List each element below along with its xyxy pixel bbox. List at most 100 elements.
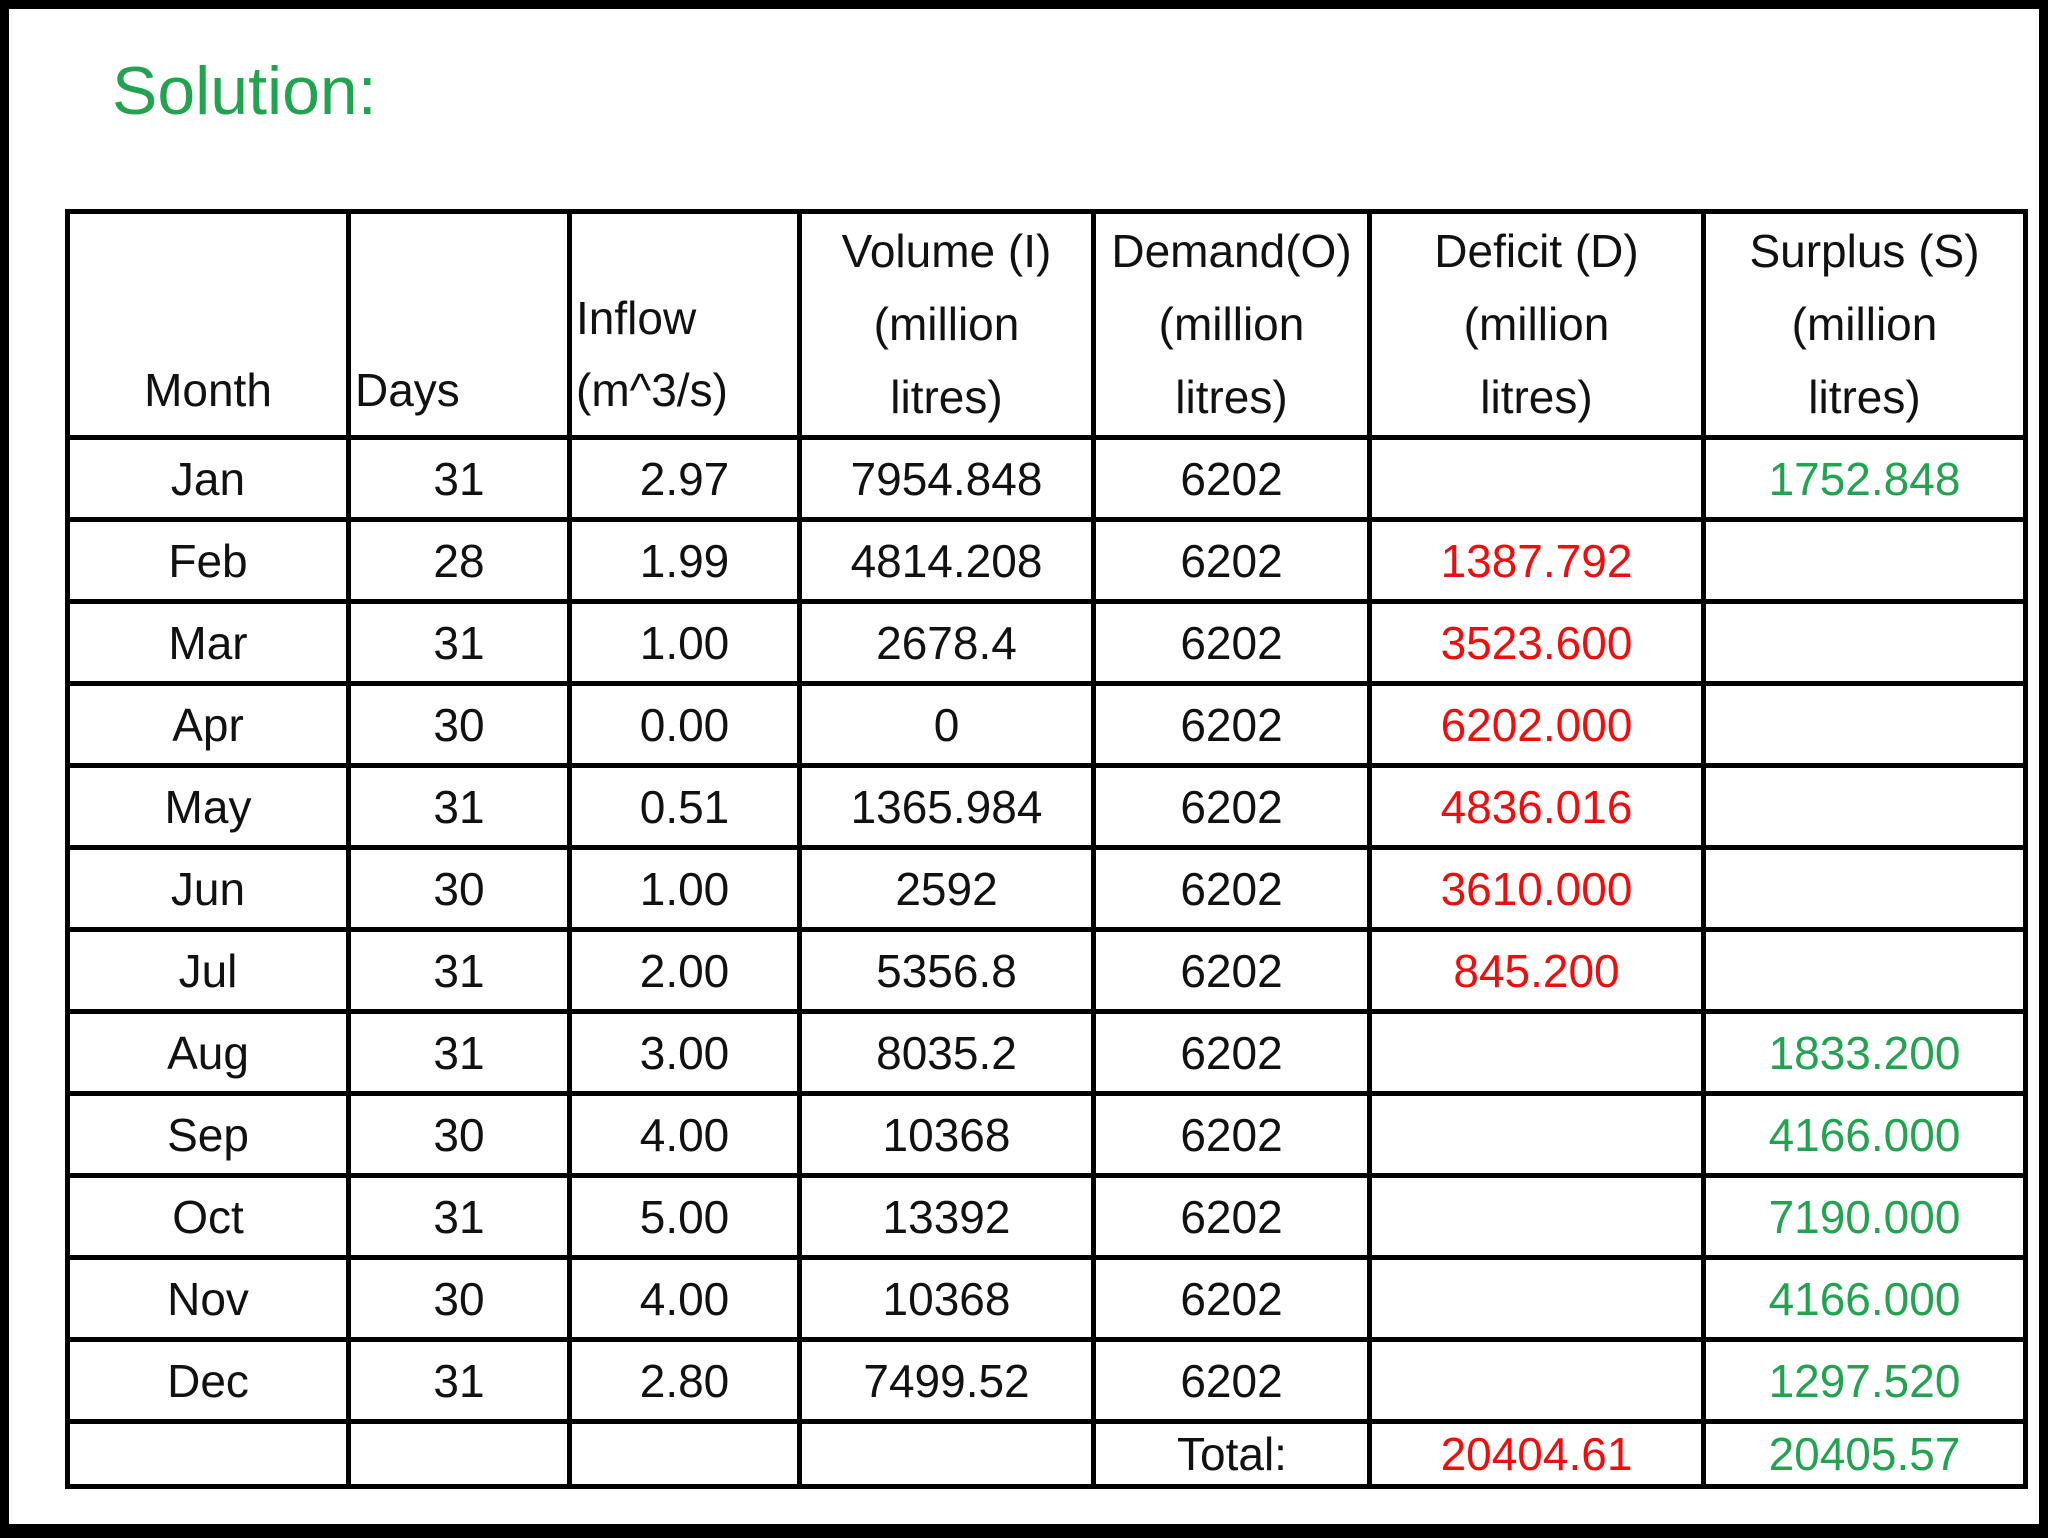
col-header-demand: Demand(O) (million litres) [1091,209,1372,440]
cell-demand: 6202 [1091,927,1372,1014]
cell-demand: 6202 [1091,1255,1372,1342]
cell-days: 31 [346,927,572,1014]
table-row: Jan 31 2.97 7954.848 6202 1752.848 [65,435,2028,522]
cell-volume: 10368 [797,1255,1096,1342]
cell-month: Feb [65,517,351,604]
cell-empty [567,1419,802,1489]
cell-surplus: 1833.200 [1701,1009,2028,1096]
cell-days: 31 [346,435,572,522]
cell-empty [65,1419,351,1489]
cell-days: 31 [346,1337,572,1424]
cell-inflow: 2.00 [567,927,802,1014]
cell-deficit [1367,435,1706,522]
cell-days: 30 [346,1091,572,1178]
table-row: Jul 31 2.00 5356.8 6202 845.200 [65,927,2028,1014]
cell-demand: 6202 [1091,1009,1372,1096]
cell-surplus: 7190.000 [1701,1173,2028,1260]
cell-deficit: 3610.000 [1367,845,1706,932]
cell-inflow: 0.00 [567,681,802,768]
table-row: Feb 28 1.99 4814.208 6202 1387.792 [65,517,2028,604]
cell-demand: 6202 [1091,845,1372,932]
cell-demand: 6202 [1091,435,1372,522]
cell-volume: 13392 [797,1173,1096,1260]
total-surplus: 20405.57 [1701,1419,2028,1489]
cell-inflow: 1.00 [567,845,802,932]
cell-surplus [1701,681,2028,768]
cell-demand: 6202 [1091,763,1372,850]
cell-inflow: 0.51 [567,763,802,850]
cell-empty [797,1419,1096,1489]
cell-surplus: 1752.848 [1701,435,2028,522]
cell-deficit [1367,1255,1706,1342]
cell-inflow: 5.00 [567,1173,802,1260]
cell-demand: 6202 [1091,517,1372,604]
cell-inflow: 1.99 [567,517,802,604]
cell-demand: 6202 [1091,1091,1372,1178]
cell-month: Aug [65,1009,351,1096]
cell-month: Jun [65,845,351,932]
cell-surplus [1701,517,2028,604]
cell-days: 31 [346,1173,572,1260]
cell-days: 28 [346,517,572,604]
cell-days: 31 [346,599,572,686]
cell-surplus: 4166.000 [1701,1255,2028,1342]
cell-volume: 5356.8 [797,927,1096,1014]
table-row: Nov 30 4.00 10368 6202 4166.000 [65,1255,2028,1342]
cell-surplus: 1297.520 [1701,1337,2028,1424]
cell-month: Jan [65,435,351,522]
total-deficit: 20404.61 [1367,1419,1706,1489]
cell-volume: 8035.2 [797,1009,1096,1096]
cell-days: 30 [346,681,572,768]
table-row: Dec 31 2.80 7499.52 6202 1297.520 [65,1337,2028,1424]
cell-month: Sep [65,1091,351,1178]
page-title: Solution: [112,53,377,129]
cell-month: Oct [65,1173,351,1260]
cell-days: 30 [346,1255,572,1342]
col-header-deficit: Deficit (D) (million litres) [1367,209,1706,440]
table-header: Month Days Inflow (m^3/s) Volume (I) (milli… [65,209,2028,440]
cell-month: May [65,763,351,850]
cell-volume: 2678.4 [797,599,1096,686]
table-row: Jun 30 1.00 2592 6202 3610.000 [65,845,2028,932]
header-row: Month Days Inflow (m^3/s) Volume (I) (milli… [65,209,2028,440]
cell-deficit [1367,1173,1706,1260]
cell-deficit [1367,1337,1706,1424]
table-row: May 31 0.51 1365.984 6202 4836.016 [65,763,2028,850]
cell-surplus [1701,845,2028,932]
total-row: Total: 20404.61 20405.57 [65,1419,2028,1489]
col-header-surplus: Surplus (S) (million litres) [1701,209,2028,440]
cell-inflow: 2.97 [567,435,802,522]
cell-volume: 7954.848 [797,435,1096,522]
table-body: Jan 31 2.97 7954.848 6202 1752.848 Feb 28 1.99 48… [65,435,2028,1489]
cell-month: Jul [65,927,351,1014]
total-label: Total: [1091,1419,1372,1489]
cell-month: Nov [65,1255,351,1342]
table-row: Oct 31 5.00 13392 6202 7190.000 [65,1173,2028,1260]
cell-empty [346,1419,572,1489]
col-header-days: Days [346,209,572,440]
cell-surplus [1701,927,2028,1014]
col-header-inflow: Inflow (m^3/s) [567,209,802,440]
col-header-volume: Volume (I) (million litres) [797,209,1096,440]
cell-volume: 4814.208 [797,517,1096,604]
table-row: Aug 31 3.00 8035.2 6202 1833.200 [65,1009,2028,1096]
cell-days: 31 [346,763,572,850]
cell-volume: 10368 [797,1091,1096,1178]
cell-demand: 6202 [1091,1337,1372,1424]
cell-deficit: 6202.000 [1367,681,1706,768]
cell-days: 31 [346,1009,572,1096]
cell-demand: 6202 [1091,599,1372,686]
cell-volume: 1365.984 [797,763,1096,850]
cell-month: Apr [65,681,351,768]
water-balance-table: Month Days Inflow (m^3/s) Volume (I) (milli… [65,209,2028,1489]
table-row: Apr 30 0.00 0 6202 6202.000 [65,681,2028,768]
cell-deficit: 1387.792 [1367,517,1706,604]
cell-surplus [1701,599,2028,686]
cell-month: Dec [65,1337,351,1424]
cell-volume: 0 [797,681,1096,768]
cell-deficit: 4836.016 [1367,763,1706,850]
cell-inflow: 4.00 [567,1255,802,1342]
cell-inflow: 2.80 [567,1337,802,1424]
cell-inflow: 3.00 [567,1009,802,1096]
